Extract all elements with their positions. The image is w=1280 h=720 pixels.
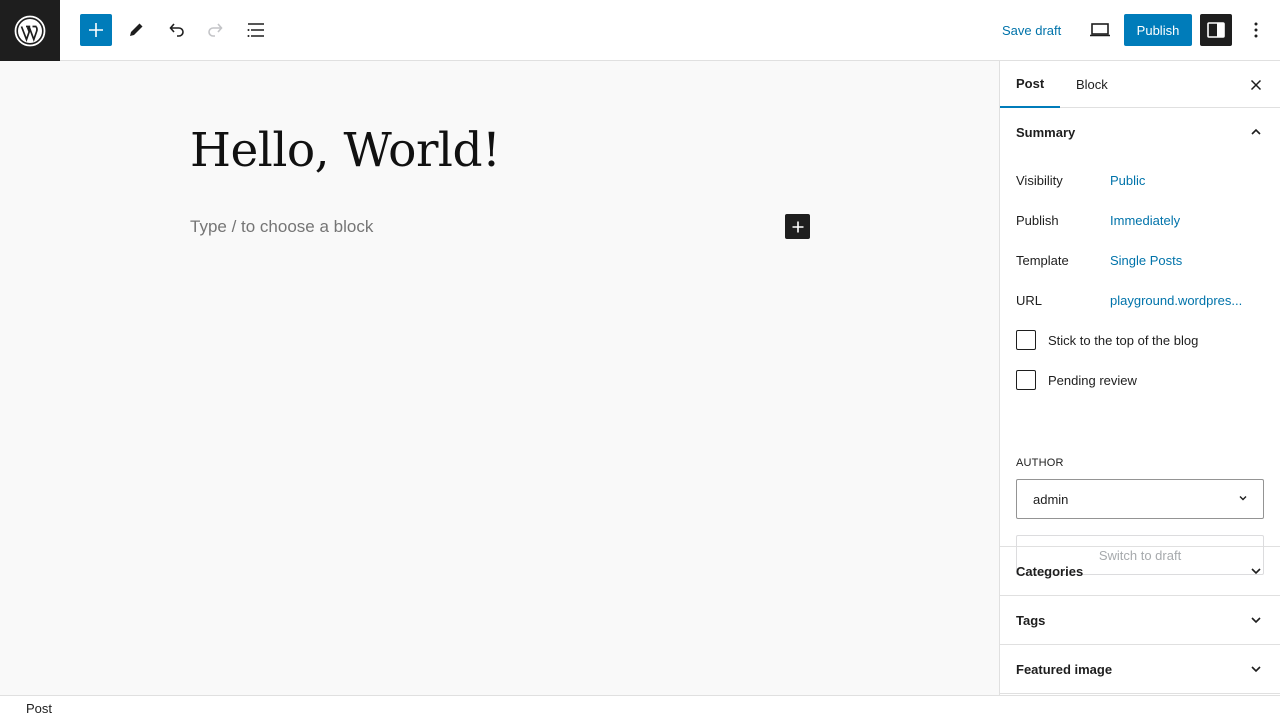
chevron-down-icon <box>1244 559 1268 583</box>
template-row: Template Single Posts <box>1016 250 1266 270</box>
save-draft-button[interactable]: Save draft <box>1002 22 1062 38</box>
wordpress-logo-icon <box>14 15 46 46</box>
block-placeholder[interactable]: Type / to choose a block <box>190 217 374 236</box>
publish-button[interactable]: Publish <box>1124 14 1192 46</box>
options-menu-button[interactable] <box>1240 14 1272 46</box>
template-toggle[interactable]: Single Posts <box>1110 252 1183 268</box>
sidebar-tabs: Post Block <box>1000 61 1280 108</box>
summary-panel-body: Visibility Public Publish Immediately Te… <box>1000 156 1280 575</box>
plus-icon <box>89 23 103 37</box>
block-breadcrumb-bar: Post <box>0 695 1280 720</box>
categories-panel-title: Categories <box>1016 563 1084 579</box>
post-title[interactable]: Hello, World! <box>190 123 501 178</box>
tags-panel-header[interactable]: Tags <box>1000 596 1280 644</box>
pencil-icon <box>130 23 143 36</box>
pending-review-checkbox[interactable] <box>1016 370 1036 390</box>
pending-review-checkbox-label: Pending review <box>1048 372 1137 388</box>
settings-sidebar: Post Block Summary Visibility Public Pub… <box>999 61 1280 695</box>
publish-date-toggle[interactable]: Immediately <box>1110 212 1181 228</box>
summary-panel-header[interactable]: Summary <box>1000 108 1280 156</box>
author-select-value: admin <box>1033 491 1069 507</box>
tab-block[interactable]: Block <box>1076 77 1108 92</box>
wordpress-logo-button[interactable] <box>0 0 60 61</box>
switch-to-draft-button[interactable]: Switch to draft <box>1016 535 1264 575</box>
visibility-label: Visibility <box>1016 172 1063 188</box>
redo-button[interactable] <box>200 14 232 46</box>
author-label: AUTHOR <box>1016 457 1064 469</box>
featured-image-panel: Featured image <box>1000 644 1280 693</box>
undo-button[interactable] <box>160 14 192 46</box>
chevron-down-icon <box>1244 608 1268 632</box>
categories-panel-header[interactable]: Categories <box>1000 547 1280 595</box>
close-sidebar-button[interactable] <box>1244 73 1268 97</box>
next-panel-divider <box>1000 693 1280 694</box>
document-overview-button[interactable] <box>240 14 272 46</box>
chevron-up-icon <box>1244 120 1268 144</box>
more-vertical-icon <box>1254 22 1258 38</box>
tags-panel: Tags <box>1000 595 1280 644</box>
editor-toolbar: Save draft Publish <box>0 0 1280 61</box>
tools-button[interactable] <box>120 14 152 46</box>
url-row: URL playground.wordpres... <box>1016 290 1266 310</box>
sticky-checkbox[interactable] <box>1016 330 1036 350</box>
desktop-icon <box>1090 23 1110 37</box>
undo-icon <box>169 23 184 37</box>
url-toggle[interactable]: playground.wordpres... <box>1110 292 1243 308</box>
url-label: URL <box>1016 292 1043 308</box>
publish-date-row: Publish Immediately <box>1016 210 1266 230</box>
summary-panel-title: Summary <box>1016 124 1076 140</box>
publish-date-label: Publish <box>1016 212 1059 228</box>
block-inserter-toggle[interactable] <box>80 14 112 46</box>
list-view-icon <box>247 23 264 37</box>
visibility-row: Visibility Public <box>1016 170 1266 190</box>
preview-button[interactable] <box>1084 14 1116 46</box>
settings-sidebar-toggle[interactable] <box>1200 14 1232 46</box>
tab-post[interactable]: Post <box>1000 61 1061 108</box>
redo-icon <box>208 23 223 37</box>
close-icon <box>1250 79 1262 91</box>
tags-panel-title: Tags <box>1016 612 1046 628</box>
sticky-checkbox-label: Stick to the top of the blog <box>1048 332 1199 348</box>
featured-image-panel-title: Featured image <box>1016 661 1113 677</box>
featured-image-panel-header[interactable]: Featured image <box>1000 645 1280 693</box>
breadcrumb-post[interactable]: Post <box>26 701 53 716</box>
chevron-down-icon <box>1237 492 1249 507</box>
visibility-toggle[interactable]: Public <box>1110 172 1146 188</box>
chevron-down-icon <box>1244 657 1268 681</box>
inline-block-inserter-button[interactable] <box>785 214 810 239</box>
author-select[interactable]: admin <box>1016 479 1264 519</box>
categories-panel: Categories <box>1000 546 1280 595</box>
editor-canvas: Hello, World! Type / to choose a block <box>0 61 999 695</box>
plus-icon <box>792 221 803 232</box>
sticky-option[interactable]: Stick to the top of the blog <box>1016 330 1198 350</box>
summary-panel: Summary Visibility Public Publish Immedi… <box>1000 108 1280 575</box>
sidebar-icon <box>1207 22 1225 38</box>
template-label: Template <box>1016 252 1069 268</box>
pending-review-option[interactable]: Pending review <box>1016 370 1137 390</box>
